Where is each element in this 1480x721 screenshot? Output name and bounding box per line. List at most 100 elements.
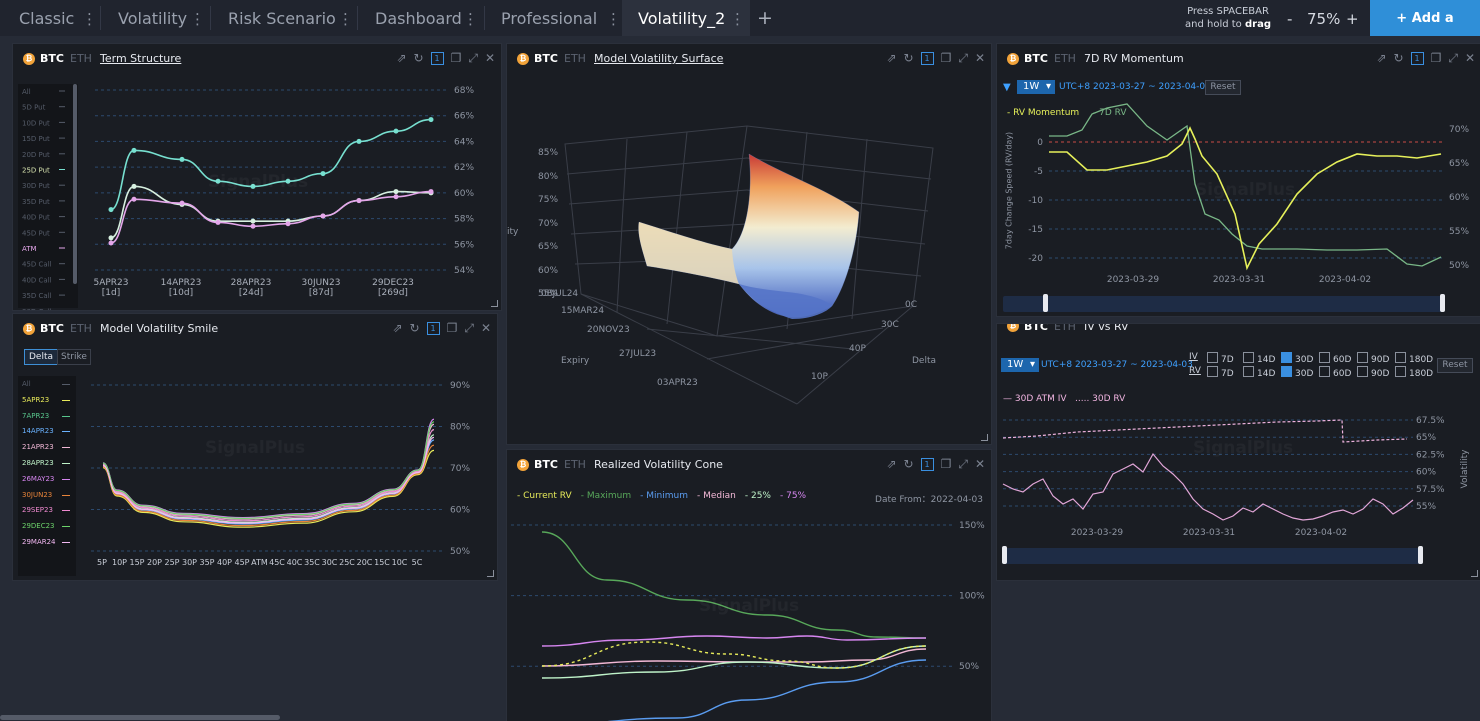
- close-icon[interactable]: ✕: [1464, 51, 1475, 65]
- link-group-icon[interactable]: 1: [920, 457, 934, 471]
- tab-menu-icon[interactable]: ⋮: [338, 10, 353, 28]
- rv-option-60D[interactable]: 60D: [1319, 366, 1351, 379]
- checkbox-icon[interactable]: [1243, 366, 1254, 377]
- resize-handle[interactable]: [487, 570, 494, 577]
- reset-button[interactable]: Reset: [1205, 80, 1241, 95]
- checkbox-icon[interactable]: [1319, 366, 1330, 377]
- range-slider[interactable]: [1003, 548, 1423, 564]
- link-group-icon[interactable]: 1: [920, 51, 934, 65]
- horizontal-scrollbar[interactable]: [0, 715, 280, 720]
- checkbox-icon[interactable]: [1357, 366, 1368, 377]
- legend-scrollbar[interactable]: [73, 84, 77, 284]
- refresh-icon[interactable]: ↻: [903, 51, 914, 65]
- coin-eth-tab[interactable]: ETH: [564, 52, 586, 65]
- date-range[interactable]: UTC+8 2023-03-27 ~ 2023-04-03: [1041, 360, 1193, 370]
- close-icon[interactable]: ✕: [480, 321, 491, 335]
- expand-icon[interactable]: ⤢: [468, 51, 478, 65]
- resize-handle[interactable]: [1471, 570, 1478, 577]
- coin-eth-tab[interactable]: ETH: [1054, 323, 1076, 333]
- coin-btc-tab[interactable]: BTC: [40, 52, 64, 65]
- rv-option-90D[interactable]: 90D: [1357, 366, 1389, 379]
- refresh-icon[interactable]: ↻: [1393, 51, 1404, 65]
- tab-menu-icon[interactable]: ⋮: [190, 10, 205, 28]
- reset-button[interactable]: Reset: [1437, 358, 1473, 373]
- resize-handle[interactable]: [981, 434, 988, 441]
- external-link-icon[interactable]: ⇗: [396, 51, 407, 65]
- coin-btc-tab[interactable]: BTC: [534, 52, 558, 65]
- smile-legend-item[interactable]: 29SEP23: [22, 506, 74, 516]
- date-range[interactable]: UTC+8 2023-03-27 ~ 2023-04-03: [1059, 82, 1211, 92]
- link-group-icon[interactable]: 1: [430, 51, 444, 65]
- vol-surface-3d-chart[interactable]: [507, 44, 991, 444]
- coin-eth-tab[interactable]: ETH: [1054, 52, 1076, 65]
- expand-icon[interactable]: ⤢: [958, 457, 968, 471]
- close-icon[interactable]: ✕: [974, 457, 985, 471]
- filter-icon[interactable]: ▼: [1003, 82, 1011, 93]
- tab-risk-scenario[interactable]: Risk Scenario ⋮: [228, 0, 353, 36]
- tab-menu-icon[interactable]: ⋮: [82, 10, 97, 28]
- iv-option-7D[interactable]: 7D: [1207, 352, 1234, 365]
- checkbox-icon[interactable]: [1395, 352, 1406, 363]
- iv-option-30D[interactable]: 30D: [1281, 352, 1313, 365]
- link-group-icon[interactable]: 1: [1410, 51, 1424, 65]
- smile-legend-item[interactable]: 21APR23: [22, 443, 74, 453]
- refresh-icon[interactable]: ↻: [903, 457, 914, 471]
- rv-option-7D[interactable]: 7D: [1207, 366, 1234, 379]
- iv-option-180D[interactable]: 180D: [1395, 352, 1433, 365]
- tab-menu-icon[interactable]: ⋮: [463, 10, 478, 28]
- duplicate-icon[interactable]: ❐: [446, 321, 458, 335]
- smile-legend-item[interactable]: 7APR23: [22, 412, 74, 422]
- range-handle-left[interactable]: [1002, 546, 1007, 564]
- checkbox-icon[interactable]: [1357, 352, 1368, 363]
- checkbox-icon[interactable]: [1281, 352, 1292, 363]
- tab-dashboard[interactable]: Dashboard ⋮: [375, 0, 478, 36]
- smile-legend-item[interactable]: 29MAR24: [22, 538, 74, 548]
- smile-legend-item[interactable]: All: [22, 380, 74, 390]
- legend-atm-iv[interactable]: — 30D ATM IV: [1003, 394, 1067, 404]
- coin-eth-tab[interactable]: ETH: [564, 458, 586, 471]
- checkbox-icon[interactable]: [1207, 352, 1218, 363]
- iv-option-14D[interactable]: 14D: [1243, 352, 1275, 365]
- legend-rv[interactable]: ..... 30D RV: [1075, 394, 1126, 404]
- range-handle-right[interactable]: [1418, 546, 1423, 564]
- rv-option-180D[interactable]: 180D: [1395, 366, 1433, 379]
- external-link-icon[interactable]: ⇗: [886, 457, 897, 471]
- resize-handle[interactable]: [491, 300, 498, 307]
- smile-legend-item[interactable]: 26MAY23: [22, 475, 74, 485]
- smile-legend-item[interactable]: 5APR23: [22, 396, 74, 406]
- cone-legend-item[interactable]: - Current RV: [517, 491, 572, 501]
- checkbox-icon[interactable]: [1243, 352, 1254, 363]
- link-group-icon[interactable]: 1: [426, 321, 440, 335]
- checkbox-icon[interactable]: [1395, 366, 1406, 377]
- smile-legend-item[interactable]: 28APR23: [22, 459, 74, 469]
- duplicate-icon[interactable]: ❐: [1430, 51, 1442, 65]
- refresh-icon[interactable]: ↻: [413, 51, 424, 65]
- close-icon[interactable]: ✕: [974, 51, 985, 65]
- expand-icon[interactable]: ⤢: [464, 321, 474, 335]
- zoom-out-button[interactable]: -: [1287, 10, 1293, 28]
- range-handle-right[interactable]: [1440, 294, 1445, 312]
- add-tab-button[interactable]: +: [757, 7, 773, 29]
- coin-eth-tab[interactable]: ETH: [70, 322, 92, 335]
- tab-menu-icon[interactable]: ⋮: [730, 10, 745, 28]
- coin-btc-tab[interactable]: BTC: [1024, 52, 1048, 65]
- cone-legend-item[interactable]: - 25%: [744, 491, 771, 501]
- period-select[interactable]: 1W ▾: [1001, 358, 1039, 372]
- cone-legend-item[interactable]: - Maximum: [580, 491, 632, 501]
- external-link-icon[interactable]: ⇗: [886, 51, 897, 65]
- add-widget-button[interactable]: + Add a Widget: [1370, 0, 1480, 64]
- cone-legend-item[interactable]: - 75%: [779, 491, 807, 501]
- smile-tab-strike[interactable]: Strike: [57, 349, 91, 365]
- cone-legend-item[interactable]: - Median: [697, 491, 736, 501]
- external-link-icon[interactable]: ⇗: [1376, 51, 1387, 65]
- smile-legend-item[interactable]: 30JUN23: [22, 491, 74, 501]
- checkbox-icon[interactable]: [1281, 366, 1292, 377]
- coin-btc-tab[interactable]: BTC: [1024, 323, 1048, 333]
- tab-volatility-2[interactable]: Volatility_2 ⋮: [622, 0, 750, 36]
- checkbox-icon[interactable]: [1319, 352, 1330, 363]
- expand-icon[interactable]: ⤢: [958, 51, 968, 65]
- zoom-in-button[interactable]: +: [1346, 10, 1359, 28]
- tab-menu-icon[interactable]: ⋮: [606, 10, 621, 28]
- tab-professional[interactable]: Professional ⋮: [501, 0, 621, 36]
- close-icon[interactable]: ✕: [484, 51, 495, 65]
